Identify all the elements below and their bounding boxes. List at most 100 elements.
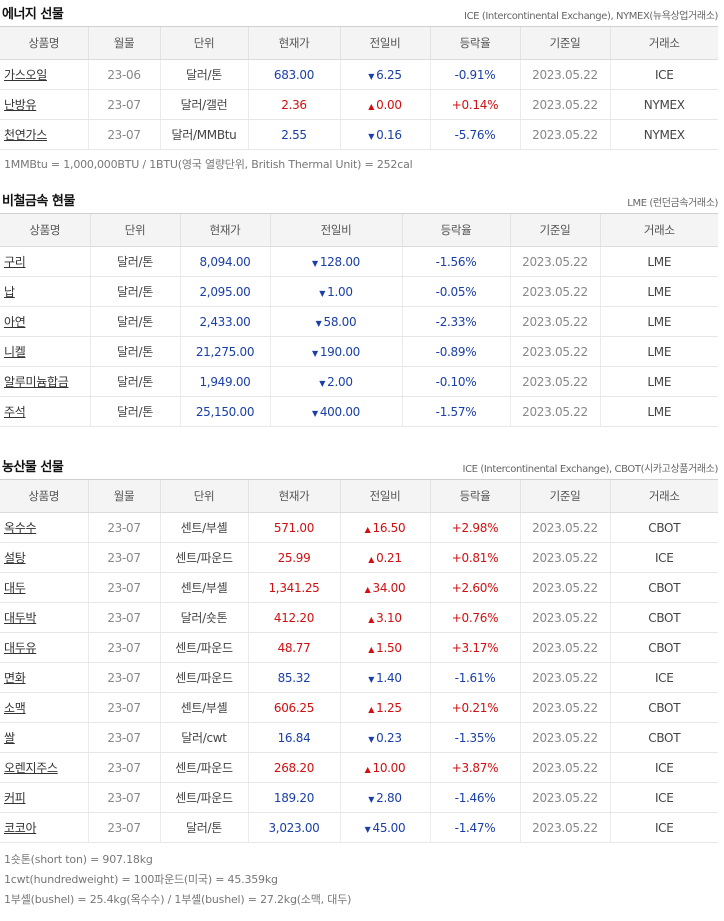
change-cell: ▼ 6.25 <box>339 59 430 90</box>
unit-cell: 센트/부셸 <box>159 692 248 723</box>
commodity-link[interactable]: 쌀 <box>4 731 15 745</box>
commodity-link[interactable]: 커피 <box>4 791 26 805</box>
change-cell: ▼ 45.00 <box>339 812 430 843</box>
triangle-down-icon: ▼ <box>315 318 322 328</box>
commodity-link[interactable]: 오렌지주스 <box>4 761 58 775</box>
commodity-link[interactable]: 주석 <box>4 405 26 419</box>
price-cell: 85.32 <box>247 662 340 693</box>
table-header-row: 상품명 월물 단위 현재가 전일비 등락율 기준일 거래소 <box>0 479 718 513</box>
date-cell: 2023.05.22 <box>509 246 600 277</box>
table-row: 면화 23-07 센트/파운드 85.32 ▼ 1.40 -1.61% 2023.05.22 I… <box>0 662 718 693</box>
commodity-link[interactable]: 알루미늄합금 <box>4 375 69 389</box>
change-value: 16.50 <box>372 520 406 535</box>
table-body: 가스오일 23-06 달러/톤 683.00 ▼ 6.25 -0.91% 2023.05.22… <box>0 59 718 150</box>
change-value: 0.16 <box>376 127 402 142</box>
rate-cell: -0.10% <box>401 366 510 397</box>
exchange-cell: CBOT <box>609 692 718 723</box>
month-cell: 23-07 <box>87 572 160 603</box>
column-header: 월물 <box>87 26 160 60</box>
column-header: 기준일 <box>509 213 600 247</box>
commodity-link[interactable]: 가스오일 <box>4 68 47 82</box>
unit-cell: 센트/파운드 <box>159 632 248 663</box>
triangle-down-icon: ▼ <box>368 734 375 744</box>
commodity-link[interactable]: 코코아 <box>4 821 37 835</box>
triangle-up-icon: ▲ <box>364 584 371 594</box>
change-value: 1.50 <box>376 640 402 655</box>
table-row: 가스오일 23-06 달러/톤 683.00 ▼ 6.25 -0.91% 2023.05.22… <box>0 59 718 90</box>
commodity-link[interactable]: 납 <box>4 285 15 299</box>
section-title: 농산물 선물 <box>2 460 64 475</box>
commodity-link[interactable]: 천연가스 <box>4 128 47 142</box>
commodity-name-cell: 납 <box>0 276 90 307</box>
commodity-link[interactable]: 옥수수 <box>4 521 37 535</box>
energy-header: 에너지 선물 ICE (Intercontinental Exchange), … <box>0 0 724 26</box>
unit-cell: 센트/파운드 <box>159 542 248 573</box>
date-cell: 2023.05.22 <box>519 119 610 150</box>
price-cell: 2,433.00 <box>179 306 270 337</box>
commodity-link[interactable]: 소맥 <box>4 701 26 715</box>
triangle-up-icon: ▲ <box>368 644 375 654</box>
commodity-name-cell: 알루미늄합금 <box>0 366 90 397</box>
column-header: 등락율 <box>429 26 520 60</box>
change-cell: ▼ 2.80 <box>339 782 430 813</box>
commodity-link[interactable]: 면화 <box>4 671 26 685</box>
price-cell: 16.84 <box>247 722 340 753</box>
price-cell: 25,150.00 <box>179 396 270 427</box>
commodity-link[interactable]: 아연 <box>4 315 26 329</box>
unit-cell: 달러/톤 <box>159 812 248 843</box>
change-value: 1.00 <box>327 284 353 299</box>
table-body: 옥수수 23-07 센트/부셸 571.00 ▲ 16.50 +2.98% 2023.05.2… <box>0 512 718 843</box>
change-cell: ▲ 3.10 <box>339 602 430 633</box>
month-cell: 23-07 <box>87 632 160 663</box>
date-cell: 2023.05.22 <box>519 662 610 693</box>
price-cell: 3,023.00 <box>247 812 340 843</box>
change-value: 3.10 <box>376 610 402 625</box>
unit-cell: 달러/갤런 <box>159 89 248 120</box>
commodity-name-cell: 옥수수 <box>0 512 88 543</box>
commodity-link[interactable]: 대두박 <box>4 611 37 625</box>
unit-cell: 달러/톤 <box>89 336 180 367</box>
commodity-name-cell: 설탕 <box>0 542 88 573</box>
price-cell: 2,095.00 <box>179 276 270 307</box>
rate-cell: +0.21% <box>429 692 520 723</box>
rate-cell: -1.56% <box>401 246 510 277</box>
change-value: 45.00 <box>372 820 406 835</box>
date-cell: 2023.05.22 <box>519 602 610 633</box>
month-cell: 23-07 <box>87 662 160 693</box>
change-cell: ▲ 10.00 <box>339 752 430 783</box>
column-header: 전일비 <box>339 479 430 513</box>
change-value: 58.00 <box>323 314 357 329</box>
date-cell: 2023.05.22 <box>519 512 610 543</box>
exchange-cell: CBOT <box>609 602 718 633</box>
triangle-down-icon: ▼ <box>319 378 326 388</box>
change-cell: ▲ 1.50 <box>339 632 430 663</box>
section-source: ICE (Intercontinental Exchange), CBOT(시카… <box>462 464 719 475</box>
triangle-up-icon: ▲ <box>368 554 375 564</box>
commodity-link[interactable]: 대두유 <box>4 641 37 655</box>
commodity-name-cell: 가스오일 <box>0 59 88 90</box>
price-cell: 1,341.25 <box>247 572 340 603</box>
rate-cell: -1.35% <box>429 722 520 753</box>
commodity-link[interactable]: 구리 <box>4 255 26 269</box>
commodity-link[interactable]: 난방유 <box>4 98 37 112</box>
date-cell: 2023.05.22 <box>519 542 610 573</box>
rate-cell: -1.47% <box>429 812 520 843</box>
rate-cell: +0.81% <box>429 542 520 573</box>
rate-cell: +2.98% <box>429 512 520 543</box>
unit-cell: 센트/파운드 <box>159 752 248 783</box>
rate-cell: -1.61% <box>429 662 520 693</box>
exchange-cell: CBOT <box>609 722 718 753</box>
unit-cell: 센트/부셸 <box>159 512 248 543</box>
triangle-down-icon: ▼ <box>311 258 318 268</box>
exchange-cell: ICE <box>609 59 718 90</box>
exchange-cell: ICE <box>609 752 718 783</box>
commodity-link[interactable]: 니켈 <box>4 345 26 359</box>
commodity-link[interactable]: 대두 <box>4 581 26 595</box>
date-cell: 2023.05.22 <box>509 366 600 397</box>
exchange-cell: ICE <box>609 782 718 813</box>
agri-note: 1cwt(hundredweight) = 100파운드(미국) = 45.35… <box>4 873 278 886</box>
commodity-link[interactable]: 설탕 <box>4 551 26 565</box>
column-header: 월물 <box>87 479 160 513</box>
exchange-cell: NYMEX <box>609 89 718 120</box>
change-value: 400.00 <box>319 404 361 419</box>
